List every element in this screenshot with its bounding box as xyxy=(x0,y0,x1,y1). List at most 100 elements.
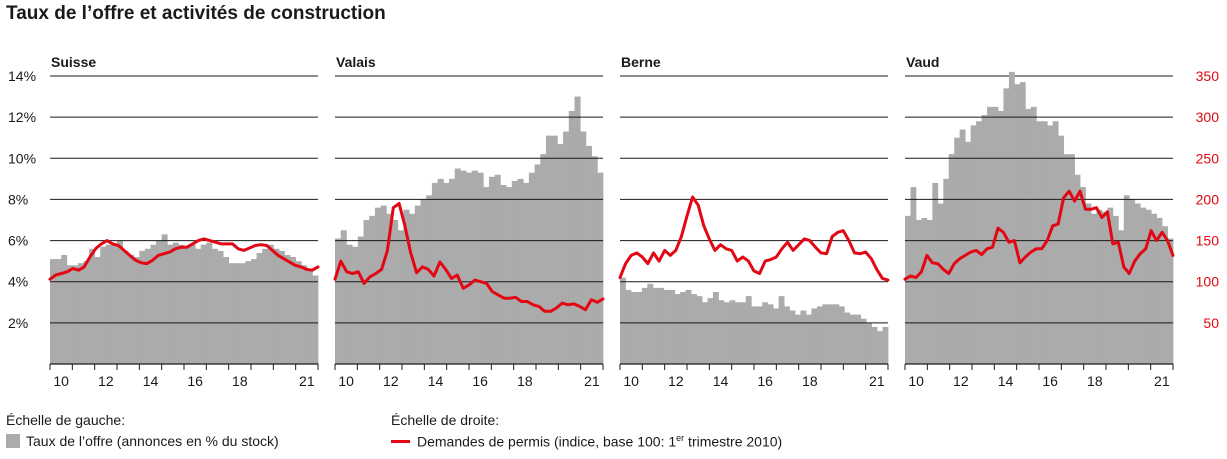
x-tick-label: 18 xyxy=(802,373,818,389)
bar-suisse xyxy=(111,244,118,364)
left-axis-label: 2% xyxy=(8,315,28,331)
right-axis-label: 200 xyxy=(1196,191,1220,207)
bar-berne xyxy=(833,304,840,364)
bar-vaud xyxy=(905,215,911,364)
bar-vaud xyxy=(915,220,922,364)
bar-valais xyxy=(500,185,507,364)
bar-suisse xyxy=(200,244,207,364)
bar-berne xyxy=(740,302,747,364)
bar-valais xyxy=(506,187,513,364)
bar-valais xyxy=(528,172,535,364)
bar-suisse xyxy=(100,246,107,364)
bar-berne xyxy=(855,314,862,364)
bar-berne xyxy=(860,318,867,364)
bar-valais xyxy=(443,182,450,364)
series-line-suisse xyxy=(48,237,320,281)
bar-valais xyxy=(386,213,393,364)
bar-vaud xyxy=(1151,213,1157,364)
bar-vaud xyxy=(1123,195,1130,364)
bar-berne xyxy=(630,292,637,364)
bar-suisse xyxy=(195,248,202,364)
bar-suisse xyxy=(55,259,62,364)
bar-valais xyxy=(454,168,461,364)
bar-berne xyxy=(702,302,708,364)
bar-vaud xyxy=(1096,209,1103,364)
bar-suisse xyxy=(267,244,274,364)
bar-suisse xyxy=(251,259,257,364)
bar-valais xyxy=(477,172,484,364)
bar-valais xyxy=(523,182,530,364)
x-tick-label: 18 xyxy=(232,373,248,389)
bar-suisse xyxy=(206,242,213,364)
bar-suisse xyxy=(77,263,84,364)
bar-suisse xyxy=(172,242,179,364)
bar-vaud xyxy=(1112,215,1119,364)
bar-vaud xyxy=(1107,207,1114,364)
right-axis-label: 50 xyxy=(1203,315,1219,331)
bar-valais xyxy=(426,195,433,364)
bar-berne xyxy=(849,314,856,364)
legend-left: Échelle de gauche: Taux de l’offre (anno… xyxy=(6,412,279,451)
bar-valais xyxy=(363,220,370,364)
bar-suisse xyxy=(223,257,230,364)
bar-suisse xyxy=(161,234,168,364)
bar-valais xyxy=(534,164,541,364)
bar-suisse xyxy=(61,254,68,364)
bar-valais xyxy=(574,96,581,364)
bar-berne xyxy=(680,292,687,364)
bar-vaud xyxy=(1085,203,1092,364)
bar-valais xyxy=(568,110,575,364)
bar-suisse xyxy=(178,244,185,364)
bar-berne xyxy=(756,306,763,364)
left-axis-label: 12% xyxy=(8,109,36,125)
bar-suisse xyxy=(184,246,190,364)
bar-berne xyxy=(745,296,752,364)
bar-berne xyxy=(729,300,736,364)
bar-valais xyxy=(403,209,410,364)
bar-vaud xyxy=(1014,84,1021,364)
bar-vaud xyxy=(1047,125,1054,365)
bar-suisse xyxy=(66,265,73,364)
x-tick-label: 12 xyxy=(383,373,399,389)
bar-suisse xyxy=(128,254,135,364)
bar-berne xyxy=(751,306,758,364)
bar-vaud xyxy=(1140,207,1147,364)
bar-vaud xyxy=(937,203,944,364)
x-tick-label: 16 xyxy=(1042,373,1058,389)
bar-vaud xyxy=(1019,82,1026,365)
bar-valais xyxy=(511,180,518,364)
bar-valais xyxy=(494,174,501,364)
bar-berne xyxy=(778,296,785,364)
bar-suisse xyxy=(234,263,241,364)
legend-left-label: Taux de l’offre (annonces en % du stock) xyxy=(26,433,279,449)
bar-berne xyxy=(647,283,654,364)
right-axis-label: 300 xyxy=(1196,109,1220,125)
bar-vaud xyxy=(948,154,955,364)
bar-suisse xyxy=(94,257,101,364)
series-line-vaud xyxy=(903,189,1175,281)
bar-berne xyxy=(866,322,872,364)
x-tick-label: 14 xyxy=(713,373,729,389)
bar-vaud xyxy=(1134,203,1141,364)
series-line-valais xyxy=(333,202,605,313)
x-tick-label: 14 xyxy=(428,373,444,389)
bar-valais xyxy=(580,131,587,364)
bar-suisse xyxy=(156,240,163,364)
left-axis-label: 14% xyxy=(8,68,36,84)
bar-valais xyxy=(335,238,342,364)
bar-berne xyxy=(827,304,834,364)
bar-berne xyxy=(712,292,719,364)
bar-valais xyxy=(551,135,558,364)
bar-berne xyxy=(707,298,714,364)
legend-right-heading: Échelle de droite: xyxy=(391,412,500,428)
bar-valais xyxy=(369,215,376,364)
bar-suisse xyxy=(211,248,218,364)
x-tick-label: 21 xyxy=(584,373,600,389)
panel-title-vaud: Vaud xyxy=(906,54,939,70)
bar-valais xyxy=(380,205,387,364)
bar-suisse xyxy=(83,261,90,364)
bar-vaud xyxy=(970,125,977,365)
x-tick-label: 16 xyxy=(187,373,203,389)
left-axis-label: 10% xyxy=(8,150,36,166)
bar-berne xyxy=(734,302,741,364)
